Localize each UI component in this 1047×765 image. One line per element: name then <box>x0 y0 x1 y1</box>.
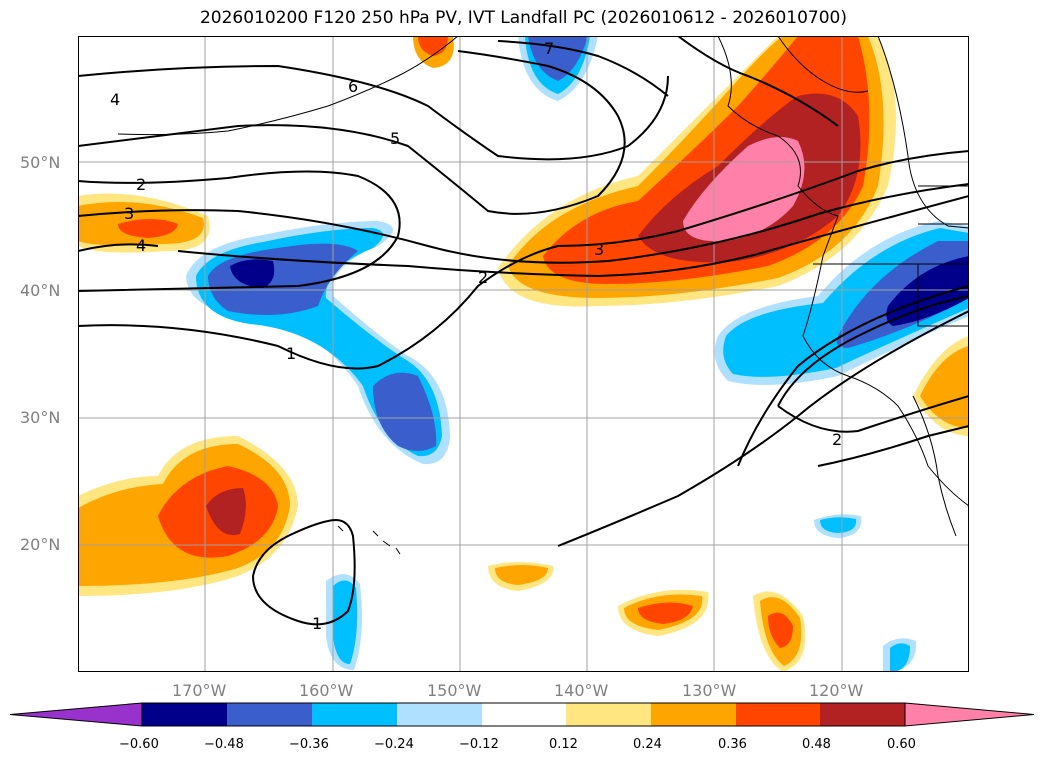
lon-label: 130°W <box>682 681 737 700</box>
colorbar-tick-label: −0.48 <box>204 737 244 752</box>
lat-label: 50°N <box>20 153 61 172</box>
colorbar-segment <box>566 703 651 726</box>
lat-label: 30°N <box>20 408 61 427</box>
contour-label: 2 <box>478 268 488 287</box>
pv-contours <box>78 36 969 626</box>
colorbar-segment <box>397 703 482 726</box>
lat-label: 20°N <box>20 535 61 554</box>
lon-label: 120°W <box>809 681 864 700</box>
colorbar-segment <box>736 703 820 726</box>
colorbar <box>10 702 1035 727</box>
map-panel: 7 6 5 4 4 3 2 3 2 1 1 2 <box>78 36 969 672</box>
colorbar-tick-label: −0.24 <box>374 737 414 752</box>
colorbar-segment <box>820 703 905 726</box>
lon-label: 140°W <box>554 681 609 700</box>
contour-label: 4 <box>110 90 120 109</box>
contour-label: 1 <box>312 614 322 633</box>
contour-label: 2 <box>832 430 842 449</box>
colorbar-tick-label: 0.12 <box>549 737 578 752</box>
colorbar-extend-low <box>10 702 143 727</box>
lat-label: 40°N <box>20 281 61 300</box>
colorbar-segment <box>227 703 312 726</box>
pv-fill-pink <box>683 137 805 242</box>
colorbar-tick-label: −0.60 <box>119 737 159 752</box>
colorbar-tick-label: 0.36 <box>718 737 747 752</box>
contour-label: 6 <box>348 77 358 96</box>
contour-label: 7 <box>544 39 554 58</box>
lon-label: 150°W <box>427 681 482 700</box>
lon-label: 170°W <box>172 681 227 700</box>
contour-label: 4 <box>136 236 146 255</box>
contour-label: 2 <box>136 175 146 194</box>
colorbar-tick-label: −0.36 <box>289 737 329 752</box>
colorbar-segment <box>142 703 227 726</box>
contour-label: 3 <box>124 204 134 223</box>
pv-fill-blue-dark <box>230 256 969 326</box>
colorbar-tick-label: 0.48 <box>802 737 831 752</box>
colorbar-segment <box>482 703 566 726</box>
contour-label: 1 <box>286 344 296 363</box>
lon-label: 160°W <box>299 681 354 700</box>
contour-labels: 7 6 5 4 4 3 2 3 2 1 1 2 <box>110 39 842 633</box>
graticule <box>78 36 969 672</box>
colorbar-tick-label: 0.24 <box>633 737 662 752</box>
colorbar-segment <box>312 703 397 726</box>
contour-label: 5 <box>390 129 400 148</box>
map-title: 2026010200 F120 250 hPa PV, IVT Landfall… <box>199 8 847 28</box>
coastlines <box>117 36 969 555</box>
colorbar-tick-label: 0.60 <box>887 737 916 752</box>
colorbar-tick-label: −0.12 <box>459 737 499 752</box>
colorbar-extend-high <box>904 702 1035 727</box>
colorbar-segment <box>651 703 736 726</box>
contour-label: 3 <box>594 240 604 259</box>
